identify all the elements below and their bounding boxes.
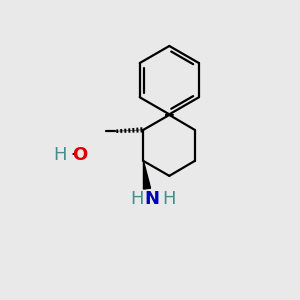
Text: H: H	[162, 190, 175, 208]
Text: H: H	[130, 190, 144, 208]
Polygon shape	[143, 161, 151, 189]
Text: O: O	[72, 146, 87, 164]
Text: N: N	[144, 190, 159, 208]
Text: ·: ·	[70, 148, 75, 163]
Polygon shape	[165, 114, 173, 115]
Text: H: H	[54, 146, 67, 164]
